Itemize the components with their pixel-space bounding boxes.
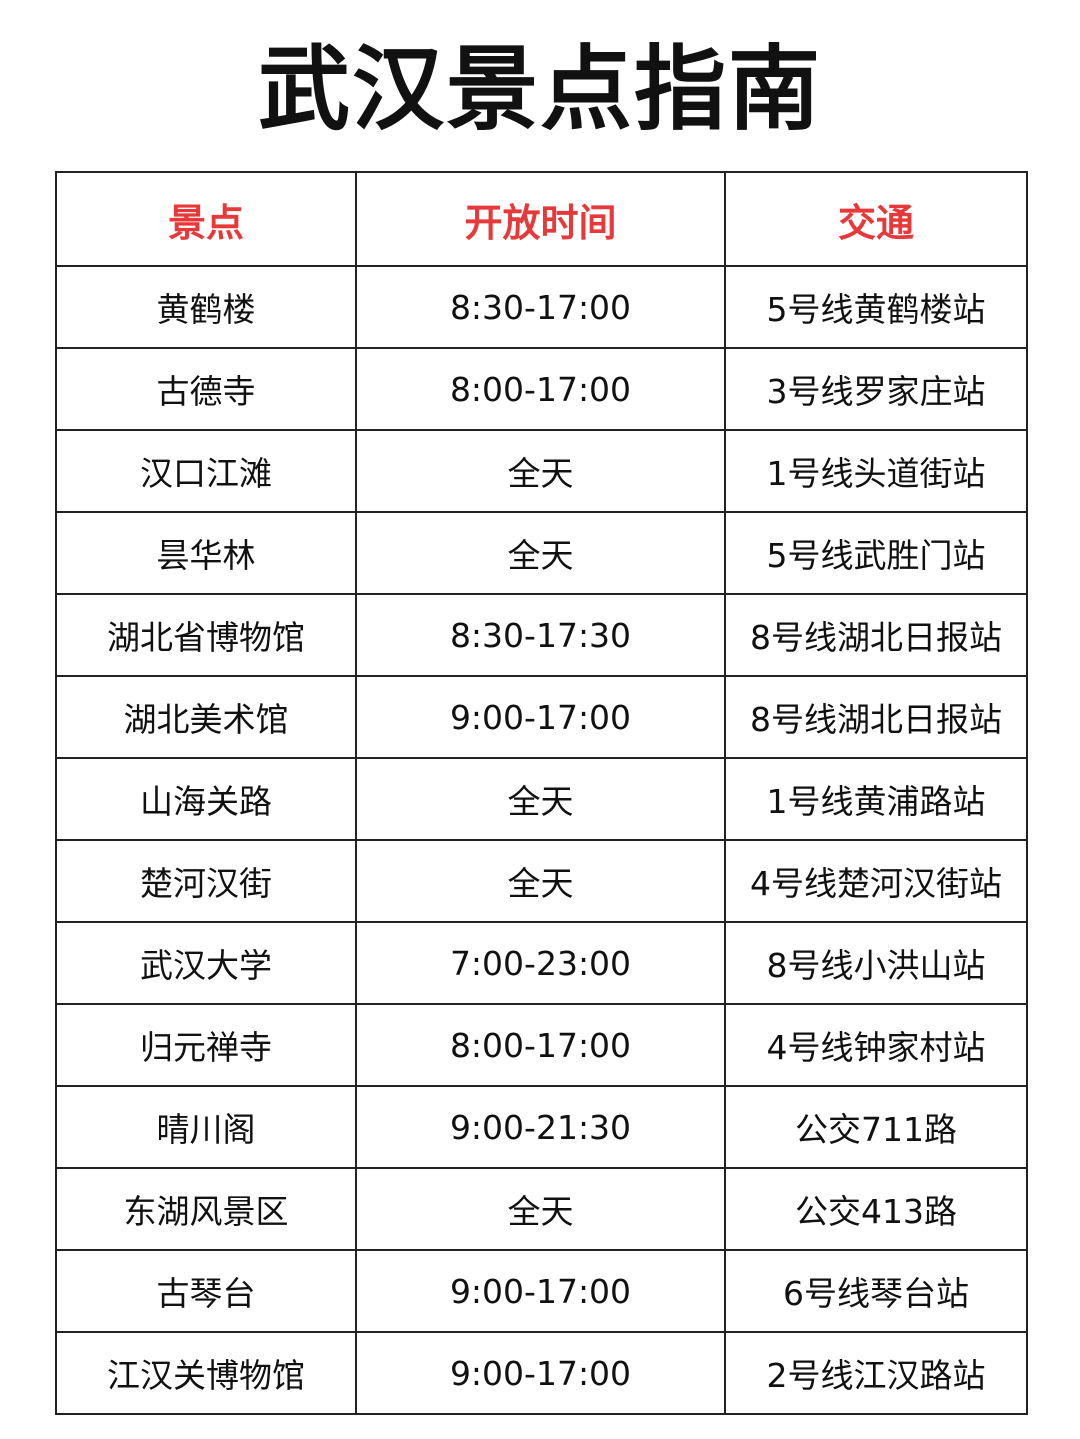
cell-attraction: 黄鹤楼: [55, 265, 357, 349]
cell-opening-hours: 9:00-17:00: [355, 1249, 726, 1333]
table-row: 湖北省博物馆 8:30-17:30 8号线湖北日报站: [55, 593, 1028, 677]
cell-attraction: 古琴台: [55, 1249, 357, 1333]
cell-attraction: 武汉大学: [55, 921, 357, 1005]
header-attraction: 景点: [55, 171, 357, 267]
table-row: 山海关路 全天 1号线黄浦路站: [55, 757, 1028, 841]
cell-opening-hours: 全天: [355, 511, 726, 595]
cell-transport: 公交711路: [724, 1085, 1028, 1169]
cell-attraction: 归元禅寺: [55, 1003, 357, 1087]
table-row: 江汉关博物馆 9:00-17:00 2号线江汉路站: [55, 1331, 1028, 1415]
table-row: 归元禅寺 8:00-17:00 4号线钟家村站: [55, 1003, 1028, 1087]
cell-opening-hours: 8:00-17:00: [355, 1003, 726, 1087]
cell-opening-hours: 8:30-17:30: [355, 593, 726, 677]
table-row: 昙华林 全天 5号线武胜门站: [55, 511, 1028, 595]
cell-transport: 4号线楚河汉街站: [724, 839, 1028, 923]
cell-opening-hours: 7:00-23:00: [355, 921, 726, 1005]
table-row: 湖北美术馆 9:00-17:00 8号线湖北日报站: [55, 675, 1028, 759]
header-opening-hours: 开放时间: [355, 171, 726, 267]
cell-opening-hours: 全天: [355, 839, 726, 923]
cell-attraction: 汉口江滩: [55, 429, 357, 513]
cell-attraction: 湖北省博物馆: [55, 593, 357, 677]
cell-transport: 1号线头道街站: [724, 429, 1028, 513]
cell-transport: 5号线武胜门站: [724, 511, 1028, 595]
cell-attraction: 昙华林: [55, 511, 357, 595]
cell-opening-hours: 全天: [355, 1167, 726, 1251]
cell-attraction: 山海关路: [55, 757, 357, 841]
header-transport: 交通: [724, 171, 1028, 267]
cell-transport: 8号线湖北日报站: [724, 675, 1028, 759]
cell-attraction: 湖北美术馆: [55, 675, 357, 759]
cell-transport: 1号线黄浦路站: [724, 757, 1028, 841]
cell-attraction: 东湖风景区: [55, 1167, 357, 1251]
cell-transport: 公交413路: [724, 1167, 1028, 1251]
cell-attraction: 楚河汉街: [55, 839, 357, 923]
table-row: 黄鹤楼 8:30-17:00 5号线黄鹤楼站: [55, 265, 1028, 349]
table-row: 古琴台 9:00-17:00 6号线琴台站: [55, 1249, 1028, 1333]
table-row: 楚河汉街 全天 4号线楚河汉街站: [55, 839, 1028, 923]
cell-opening-hours: 全天: [355, 429, 726, 513]
cell-transport: 2号线江汉路站: [724, 1331, 1028, 1415]
page-title: 武汉景点指南: [257, 36, 822, 143]
cell-transport: 8号线湖北日报站: [724, 593, 1028, 677]
table-row: 晴川阁 9:00-21:30 公交711路: [55, 1085, 1028, 1169]
cell-attraction: 江汉关博物馆: [55, 1331, 357, 1415]
cell-opening-hours: 9:00-21:30: [355, 1085, 726, 1169]
table-row: 东湖风景区 全天 公交413路: [55, 1167, 1028, 1251]
table-row: 古德寺 8:00-17:00 3号线罗家庄站: [55, 347, 1028, 431]
cell-opening-hours: 9:00-17:00: [355, 675, 726, 759]
table-header-row: 景点 开放时间 交通: [55, 171, 1028, 267]
cell-opening-hours: 9:00-17:00: [355, 1331, 726, 1415]
cell-opening-hours: 8:30-17:00: [355, 265, 726, 349]
cell-attraction: 古德寺: [55, 347, 357, 431]
cell-transport: 5号线黄鹤楼站: [724, 265, 1028, 349]
cell-transport: 6号线琴台站: [724, 1249, 1028, 1333]
cell-transport: 4号线钟家村站: [724, 1003, 1028, 1087]
table-row: 武汉大学 7:00-23:00 8号线小洪山站: [55, 921, 1028, 1005]
table-row: 汉口江滩 全天 1号线头道街站: [55, 429, 1028, 513]
cell-opening-hours: 8:00-17:00: [355, 347, 726, 431]
cell-attraction: 晴川阁: [55, 1085, 357, 1169]
attractions-table: 景点 开放时间 交通 黄鹤楼 8:30-17:00 5号线黄鹤楼站 古德寺 8:00-1…: [55, 171, 1028, 1415]
cell-transport: 3号线罗家庄站: [724, 347, 1028, 431]
cell-transport: 8号线小洪山站: [724, 921, 1028, 1005]
cell-opening-hours: 全天: [355, 757, 726, 841]
